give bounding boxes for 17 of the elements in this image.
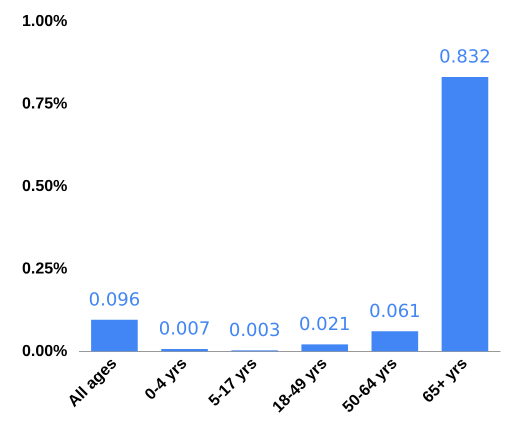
data-label: 0.061	[369, 300, 421, 322]
y-tick-label: 0.50%	[22, 178, 68, 195]
data-label: 0.096	[88, 289, 140, 310]
y-tick-label: 0.00%	[22, 342, 68, 360]
bar	[442, 77, 488, 352]
x-tick-label: 0-4 yrs	[142, 354, 191, 404]
data-label: 0.003	[228, 320, 280, 342]
data-label: 0.021	[298, 314, 350, 336]
y-tick-label: 0.75%	[22, 95, 68, 112]
data-label: 0.832	[439, 46, 491, 68]
x-tick-label: 65+ yrs	[420, 354, 471, 406]
bar	[91, 320, 138, 352]
y-tick-label: 1.00%	[22, 13, 68, 30]
y-tick-label: 0.25%	[22, 260, 68, 278]
bar	[372, 331, 418, 352]
data-label: 0.007	[158, 318, 210, 340]
bar	[301, 344, 348, 352]
